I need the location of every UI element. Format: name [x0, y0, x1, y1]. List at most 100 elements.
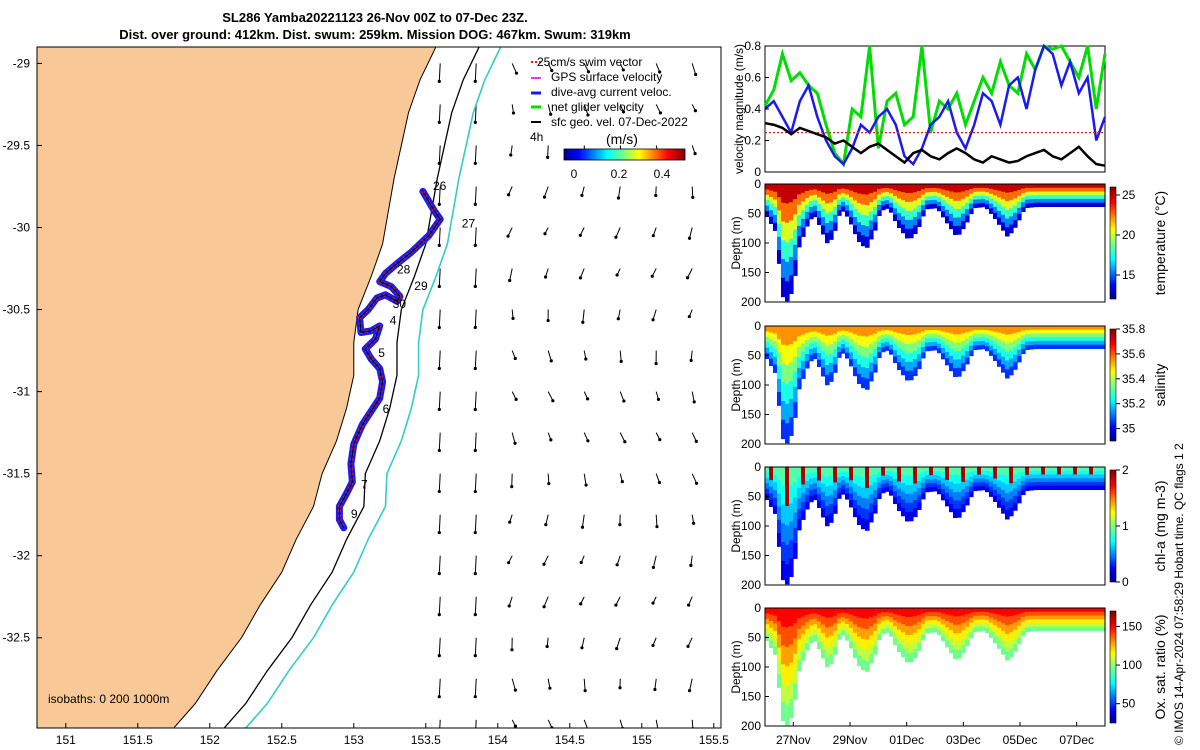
salinity-section-y-tick-label: 50	[748, 349, 762, 363]
temperature-section-cell	[781, 202, 786, 223]
oxygen-section-cell	[909, 643, 914, 654]
chla-section-cell	[985, 471, 990, 476]
oxygen-section-cell	[1073, 626, 1078, 632]
temperature-section-cell	[937, 201, 942, 207]
velocity-y-tick-label: 0.2	[744, 134, 761, 148]
chla-section-cell	[809, 467, 814, 474]
oxygen-section-cell	[885, 620, 890, 625]
salinity-section-cell	[1061, 337, 1066, 342]
chla-section-cell	[1001, 490, 1006, 499]
salinity-section-cell	[1025, 341, 1030, 347]
chla-section-cell	[913, 475, 918, 485]
temperature-section-cell	[949, 198, 954, 207]
velocity-arrowhead	[550, 68, 554, 73]
chla-section-cell	[893, 467, 898, 474]
chla-section-cell	[1073, 478, 1078, 483]
oxygen-section-cell	[873, 630, 878, 640]
salinity-section-cell	[1077, 344, 1082, 350]
oxygen-section-cell	[849, 641, 854, 649]
oxygen-section-cell	[861, 659, 866, 671]
oxygen-section-cell	[953, 608, 958, 618]
salinity-section-cell	[969, 335, 974, 342]
chla-section-cell	[785, 505, 790, 526]
salinity-section-cell	[1001, 341, 1006, 350]
salinity-section-cell	[813, 326, 818, 333]
salinity-section-cell	[773, 341, 778, 350]
oxygen-section-cell	[1073, 622, 1078, 628]
chla-section-cell	[1025, 486, 1030, 491]
oxygen-section-cell	[813, 629, 818, 636]
salinity-section-cell	[1101, 333, 1106, 338]
chla-section-cell	[837, 493, 842, 499]
chla-section-cell	[837, 477, 842, 484]
chla-section-cell	[1093, 467, 1098, 472]
oxygen-section-cell	[985, 616, 990, 621]
oxygen-section-cell	[917, 608, 922, 616]
oxygen-section-cell	[845, 608, 850, 614]
oxygen-section-cell	[1069, 626, 1074, 632]
chla-section-cell	[977, 474, 982, 480]
oxygen-section-cell	[885, 616, 890, 621]
chla-section-cell	[825, 467, 830, 478]
oxygen-section-cell	[1025, 611, 1030, 617]
temperature-section-cell	[973, 195, 978, 201]
salinity-section-cell	[969, 350, 974, 357]
temperature-section-cell	[877, 189, 882, 196]
salinity-section-colorbar-tick-label: 35.8	[1122, 322, 1146, 336]
chla-section-cell	[773, 505, 778, 514]
salinity-section-cell	[937, 339, 942, 345]
oxygen-section-cell	[1089, 626, 1094, 632]
salinity-section-cell	[997, 332, 1002, 341]
salinity-section-cell	[937, 334, 942, 340]
chla-section-cell	[1013, 502, 1018, 511]
velocity-arrow	[474, 596, 477, 615]
chla-section-cell	[837, 472, 842, 479]
salinity-section-cell	[849, 332, 854, 340]
chla-section-cell	[873, 497, 878, 506]
chla-section-cell	[841, 480, 846, 486]
chla-section-cell	[881, 479, 886, 485]
chla-section-cell	[769, 473, 774, 481]
oxygen-section-cell	[1021, 621, 1026, 627]
velocity-arrowhead	[514, 71, 519, 75]
temperature-section-cell	[1053, 202, 1058, 208]
velocity-arrow	[583, 473, 587, 486]
isobath-200m	[223, 47, 480, 728]
salinity-section-cell	[949, 363, 954, 372]
map-x-tick-label: 154	[488, 733, 508, 747]
temperature-section-cell	[1045, 187, 1050, 193]
temperature-section-cell	[801, 218, 806, 229]
chla-section-cell	[877, 477, 882, 484]
salinity-section-cell	[945, 358, 950, 366]
oxygen-section-cell	[925, 628, 930, 634]
oxygen-section-cell	[789, 699, 794, 719]
chla-section-cell	[821, 500, 826, 510]
oxygen-section-cell	[1053, 626, 1058, 632]
chla-section-colorbar-tick-label: 2	[1122, 463, 1129, 477]
oxygen-section-cell	[1033, 611, 1038, 617]
oxygen-section-cell	[853, 624, 858, 634]
temperature-section-cell	[917, 205, 922, 213]
chla-section-cell	[777, 467, 782, 481]
temperature-section-cell	[897, 220, 902, 229]
chla-section-cell	[1101, 467, 1106, 472]
salinity-section-cell	[937, 330, 942, 336]
oxygen-section-cell	[1065, 619, 1070, 624]
chla-section-cell	[873, 489, 878, 499]
salinity-section-cell	[829, 344, 834, 355]
temperature-section-cell	[937, 197, 942, 203]
chla-section-cell	[933, 486, 938, 492]
chla-section-cell	[1081, 481, 1086, 487]
oxygen-section-cell	[893, 632, 898, 639]
oxygen-section-cell	[889, 622, 894, 628]
chla-section-cell	[853, 467, 858, 476]
velocity-arrow	[509, 268, 513, 281]
temperature-section-cell	[1073, 202, 1078, 208]
oxygen-section-cell	[1001, 646, 1006, 655]
temperature-section-cell	[1037, 191, 1042, 196]
salinity-section-cell	[1017, 326, 1022, 333]
salinity-section-cell	[905, 361, 910, 372]
isobaths-label: isobaths: 0 200 1000m	[48, 692, 169, 706]
chla-section-cell	[977, 478, 982, 483]
